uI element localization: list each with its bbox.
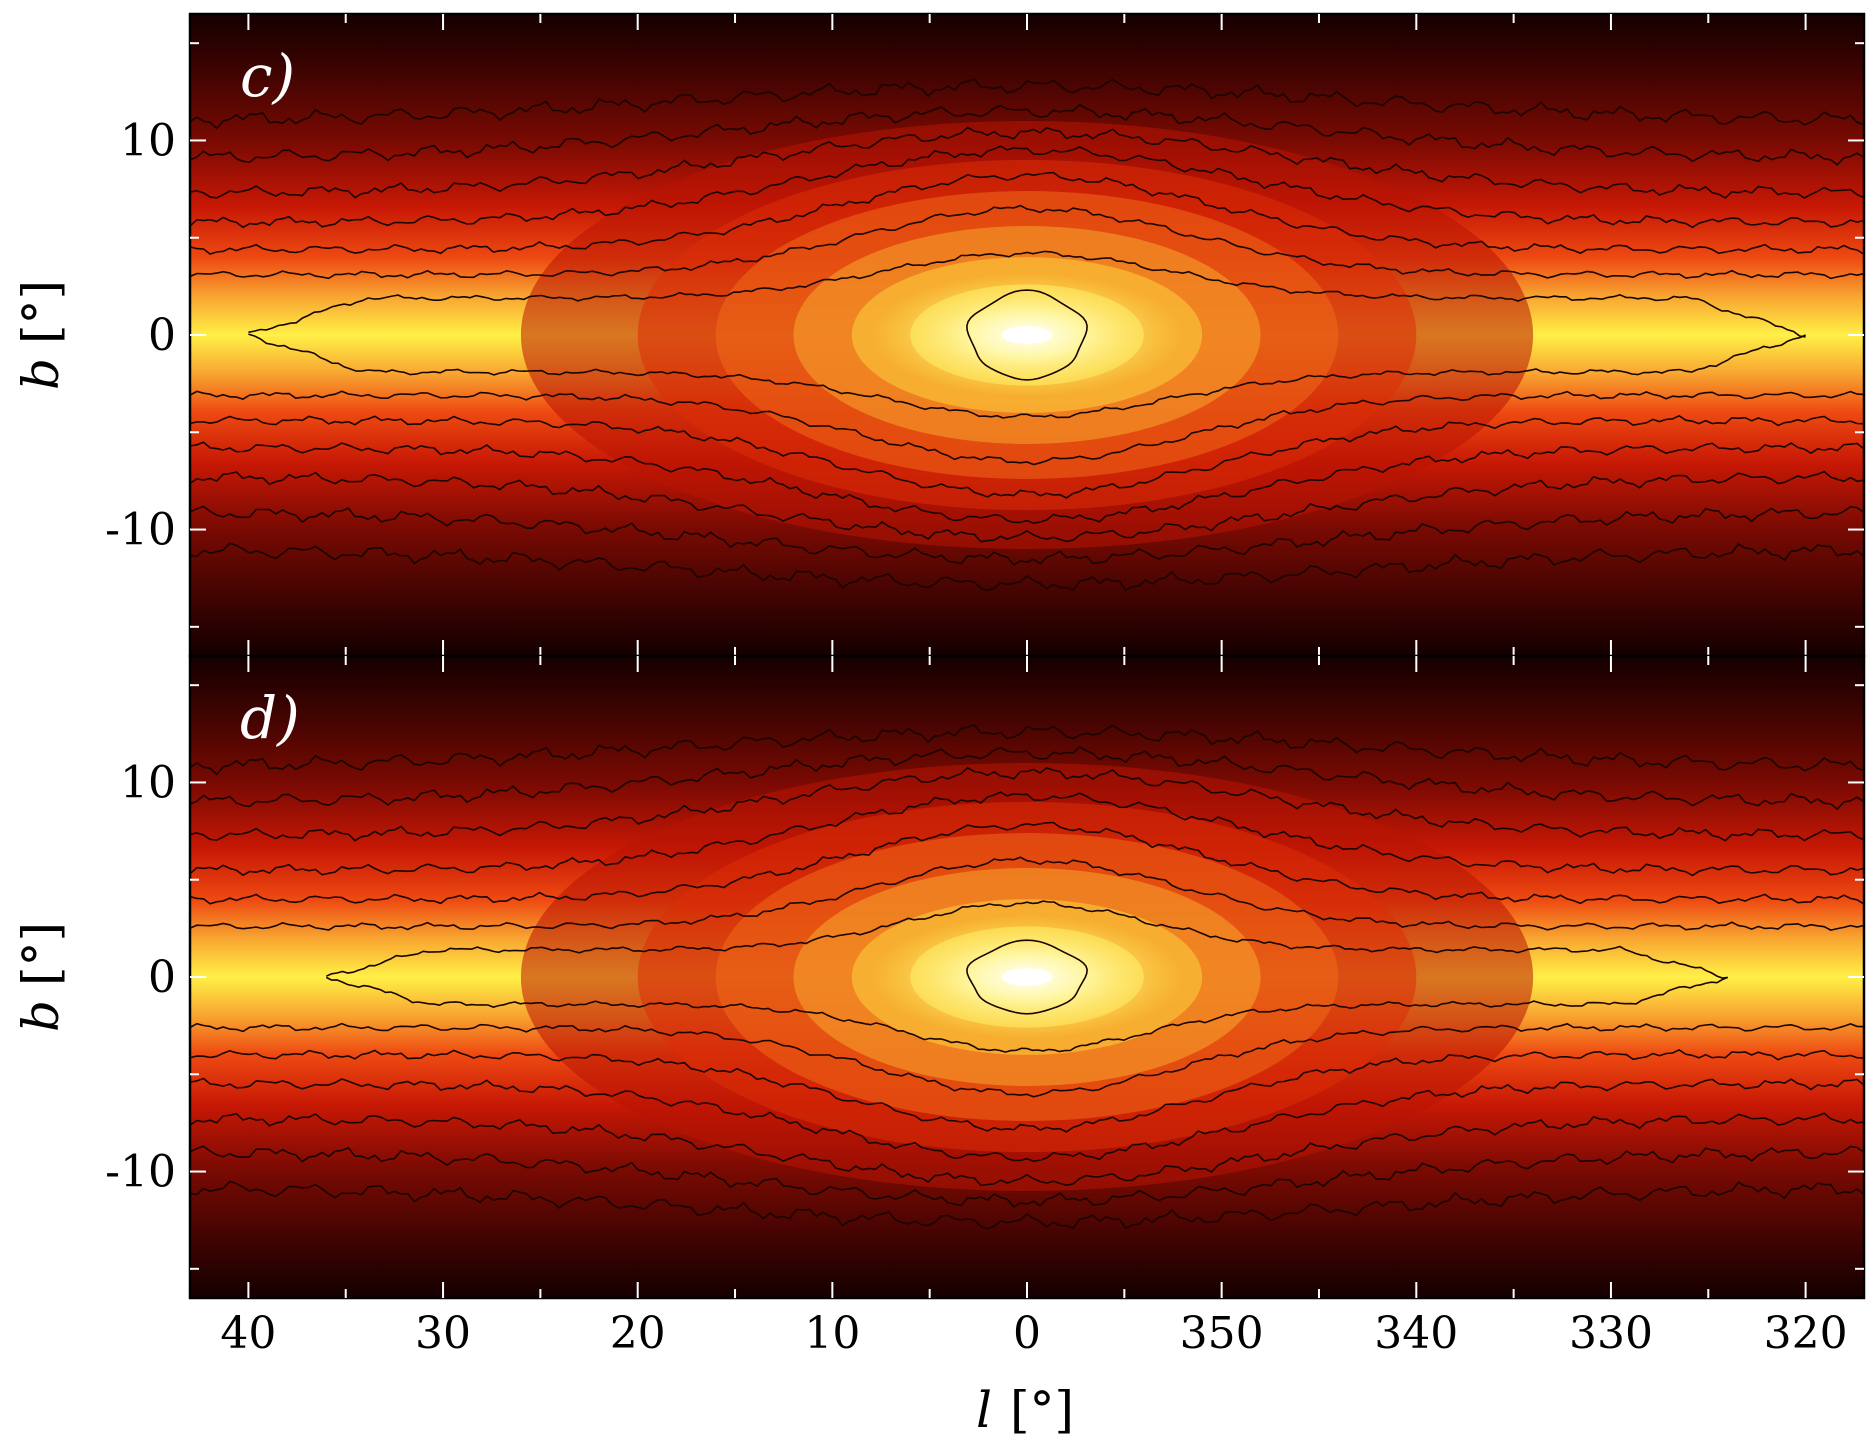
contour-line — [190, 1145, 1864, 1208]
x-tick-label: 330 — [1569, 1308, 1653, 1359]
contour-line — [190, 1112, 1864, 1187]
x-tick-label: 0 — [1013, 1308, 1041, 1359]
contour-line — [190, 1022, 1864, 1098]
x-axis-title: l [°] — [976, 1381, 1074, 1439]
contour-line — [190, 723, 1864, 776]
y-axis-title: b [°] — [12, 280, 70, 390]
contour-line — [325, 976, 1728, 1053]
contour-line — [190, 745, 1864, 811]
x-tick-label: 340 — [1374, 1308, 1458, 1359]
contour-line — [190, 441, 1864, 525]
contour-line — [190, 470, 1864, 543]
heatmap-area — [190, 14, 1864, 656]
y-tick-label: -10 — [105, 505, 176, 556]
contour-line — [190, 390, 1864, 466]
contour-line — [325, 900, 1728, 979]
y-axis-symbol: b — [12, 1000, 70, 1032]
y-tick-label: 10 — [120, 115, 176, 166]
x-tick-label: 10 — [804, 1308, 860, 1359]
y-tick-label: 10 — [120, 757, 176, 808]
y-axis-symbol: b — [12, 358, 70, 390]
contour-line — [190, 103, 1864, 166]
x-tick-label: 320 — [1764, 1308, 1848, 1359]
x-axis-symbol: l — [976, 1381, 992, 1439]
y-axis-unit: [°] — [12, 922, 70, 986]
panel-label: c) — [240, 42, 295, 110]
y-tick-label: 0 — [148, 952, 176, 1003]
contour-line — [190, 414, 1864, 499]
contour-line — [248, 250, 1806, 338]
contour-line — [966, 289, 1088, 381]
y-tick-label: -10 — [105, 1147, 176, 1198]
panel-d: 10 0 -10 b [°] d) 40 30 20 10 0 350 340 330 320 — [12, 654, 1866, 1359]
contour-line — [966, 939, 1088, 1015]
y-axis-title: b [°] — [12, 922, 70, 1032]
y-tick-label: 0 — [148, 310, 176, 361]
x-tick-label: 20 — [610, 1308, 666, 1359]
x-tick-label: 30 — [415, 1308, 471, 1359]
contour-line — [190, 1048, 1864, 1133]
contour-line — [190, 856, 1864, 931]
contour-line — [190, 505, 1864, 566]
contour-line — [190, 145, 1864, 229]
contour-line — [190, 542, 1864, 592]
contour-line — [190, 1077, 1864, 1163]
contour-line — [190, 821, 1864, 905]
x-tick-label: 350 — [1180, 1308, 1264, 1359]
contour-line — [190, 204, 1864, 280]
contour-line — [190, 1180, 1864, 1230]
contour-line — [190, 126, 1864, 199]
y-axis-unit: [°] — [12, 280, 70, 344]
contour-line — [248, 333, 1806, 419]
peak-marker — [1001, 968, 1053, 986]
contour-line — [190, 791, 1864, 877]
panel-label: d) — [240, 684, 300, 752]
heatmap-area — [190, 656, 1864, 1298]
contour-line — [190, 78, 1864, 130]
x-tick-label: 40 — [220, 1308, 276, 1359]
panel-c: 10 0 -10 b [°] c) — [12, 12, 1866, 658]
peak-marker — [1001, 326, 1053, 344]
x-axis-unit: [°] — [1010, 1381, 1074, 1439]
contour-line — [190, 171, 1864, 255]
contour-line — [190, 766, 1864, 842]
